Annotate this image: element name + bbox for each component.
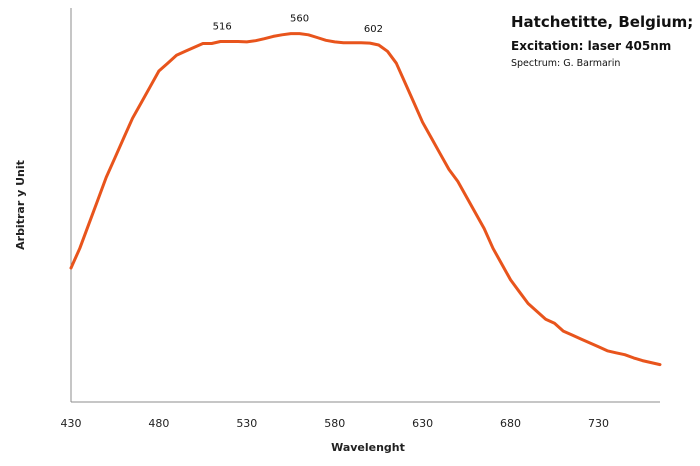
peak-annotations: 516 560 602 [213,14,383,35]
x-tick-label: 530 [236,417,257,430]
y-axis-title: Arbitrar y Unit [14,160,27,250]
chart-subtitle-excitation: Excitation: laser 405nm [511,39,671,53]
chart-title: Hatchetitte, Belgium; [511,13,693,31]
spectrum-line [69,32,662,367]
x-tick-label: 630 [412,417,433,430]
x-tick-label: 480 [148,417,169,430]
x-axis-title: Wavelenght [331,441,405,454]
x-tick-label: 430 [61,417,82,430]
peak-label: 560 [290,14,309,25]
x-tick-label: 730 [588,417,609,430]
x-tick-label: 580 [324,417,345,430]
chart-subtitle-credit: Spectrum: G. Barmarin [511,58,620,69]
peak-label: 602 [364,24,383,35]
x-tick-labels: 430 480 530 580 630 680 730 [61,417,609,430]
peak-label: 516 [213,21,232,32]
x-tick-label: 680 [500,417,521,430]
